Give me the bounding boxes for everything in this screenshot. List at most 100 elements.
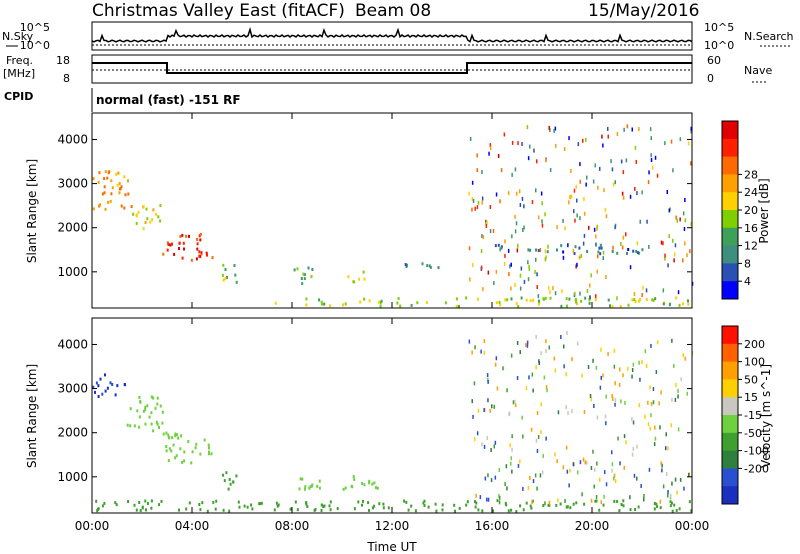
range-cell bbox=[632, 362, 635, 367]
range-cell bbox=[375, 486, 377, 490]
range-cell bbox=[496, 386, 499, 391]
range-cell bbox=[549, 168, 552, 172]
range-cell bbox=[138, 395, 141, 399]
range-cell bbox=[636, 251, 639, 255]
range-cell bbox=[527, 248, 530, 252]
range-cell bbox=[214, 507, 217, 511]
colorbar-tick-label: 24 bbox=[744, 186, 758, 199]
range-cell bbox=[373, 504, 376, 508]
range-cell bbox=[670, 423, 673, 428]
range-cell bbox=[296, 267, 299, 271]
range-cell bbox=[479, 495, 482, 500]
range-cell bbox=[481, 509, 484, 513]
range-cell bbox=[611, 462, 614, 467]
range-cell bbox=[598, 246, 601, 250]
range-cell bbox=[650, 413, 652, 418]
range-cell bbox=[497, 243, 500, 247]
range-cell bbox=[525, 343, 527, 347]
colorbar-swatch bbox=[722, 326, 738, 345]
y-tick-label: 4000 bbox=[57, 337, 88, 351]
range-cell bbox=[323, 504, 326, 508]
range-cell bbox=[516, 376, 519, 380]
range-cell bbox=[243, 504, 246, 508]
range-cell bbox=[593, 227, 596, 232]
range-cell bbox=[596, 224, 598, 229]
range-cell bbox=[525, 501, 528, 505]
range-cell bbox=[579, 179, 581, 184]
range-cell bbox=[579, 162, 581, 167]
nsky-label: N.Sky bbox=[2, 30, 34, 43]
range-cell bbox=[309, 485, 312, 489]
range-cell bbox=[305, 501, 308, 505]
range-cell bbox=[495, 192, 498, 197]
range-cell bbox=[362, 499, 364, 503]
range-cell bbox=[642, 285, 644, 290]
range-cell bbox=[661, 468, 663, 473]
range-cell bbox=[421, 262, 424, 266]
range-cell bbox=[342, 487, 345, 491]
range-cell bbox=[200, 251, 203, 255]
range-cell bbox=[675, 215, 677, 220]
range-cell bbox=[161, 421, 164, 425]
colorbar-tick-label: 20 bbox=[744, 204, 758, 217]
range-cell bbox=[554, 452, 556, 457]
range-cell bbox=[595, 234, 597, 239]
range-cell bbox=[178, 247, 180, 250]
range-cell bbox=[504, 253, 506, 258]
range-cell bbox=[97, 395, 100, 398]
range-cell bbox=[632, 420, 635, 425]
range-cell bbox=[666, 190, 668, 194]
range-cell bbox=[582, 138, 584, 143]
range-cell bbox=[133, 424, 136, 428]
range-cell bbox=[206, 253, 208, 257]
range-cell bbox=[599, 243, 602, 247]
range-cell bbox=[576, 198, 578, 203]
range-cell bbox=[156, 422, 159, 426]
range-cell bbox=[138, 415, 141, 419]
colorbar-tick-label: 100 bbox=[744, 356, 765, 369]
range-cell bbox=[97, 180, 100, 184]
range-cell bbox=[144, 499, 147, 503]
range-cell bbox=[526, 340, 529, 345]
range-cell bbox=[584, 296, 587, 300]
range-cell bbox=[537, 294, 540, 299]
range-cell bbox=[600, 375, 602, 380]
range-cell bbox=[535, 248, 537, 252]
range-cell bbox=[511, 447, 513, 452]
range-cell bbox=[405, 263, 408, 267]
range-cell bbox=[529, 248, 532, 252]
range-cell bbox=[517, 305, 520, 308]
range-cell bbox=[476, 168, 478, 173]
range-cell bbox=[557, 498, 559, 503]
range-cell bbox=[541, 223, 544, 228]
range-cell bbox=[320, 300, 323, 304]
range-cell bbox=[150, 422, 153, 426]
range-cell bbox=[368, 508, 370, 512]
range-cell bbox=[353, 507, 356, 511]
range-cell bbox=[485, 219, 487, 224]
range-cell bbox=[596, 269, 598, 274]
range-cell bbox=[684, 241, 686, 246]
range-cell bbox=[682, 353, 684, 358]
range-cell bbox=[665, 432, 667, 437]
range-cell bbox=[198, 503, 201, 506]
range-cell bbox=[199, 232, 202, 236]
range-cell bbox=[561, 289, 563, 294]
range-cell bbox=[544, 212, 546, 217]
range-cell bbox=[605, 482, 608, 487]
range-cell bbox=[627, 366, 629, 371]
range-cell bbox=[613, 499, 616, 503]
range-cell bbox=[652, 298, 655, 302]
range-cell bbox=[568, 483, 570, 488]
range-cell bbox=[159, 204, 162, 207]
range-cell bbox=[632, 249, 635, 253]
range-cell bbox=[672, 238, 674, 243]
range-cell bbox=[123, 206, 126, 210]
range-cell bbox=[444, 301, 447, 305]
range-cell bbox=[499, 247, 501, 252]
range-cell bbox=[162, 252, 165, 256]
range-cell bbox=[633, 473, 636, 478]
x-tick-label: 04:00 bbox=[175, 519, 210, 533]
range-cell bbox=[519, 504, 522, 508]
range-cell bbox=[141, 505, 144, 509]
